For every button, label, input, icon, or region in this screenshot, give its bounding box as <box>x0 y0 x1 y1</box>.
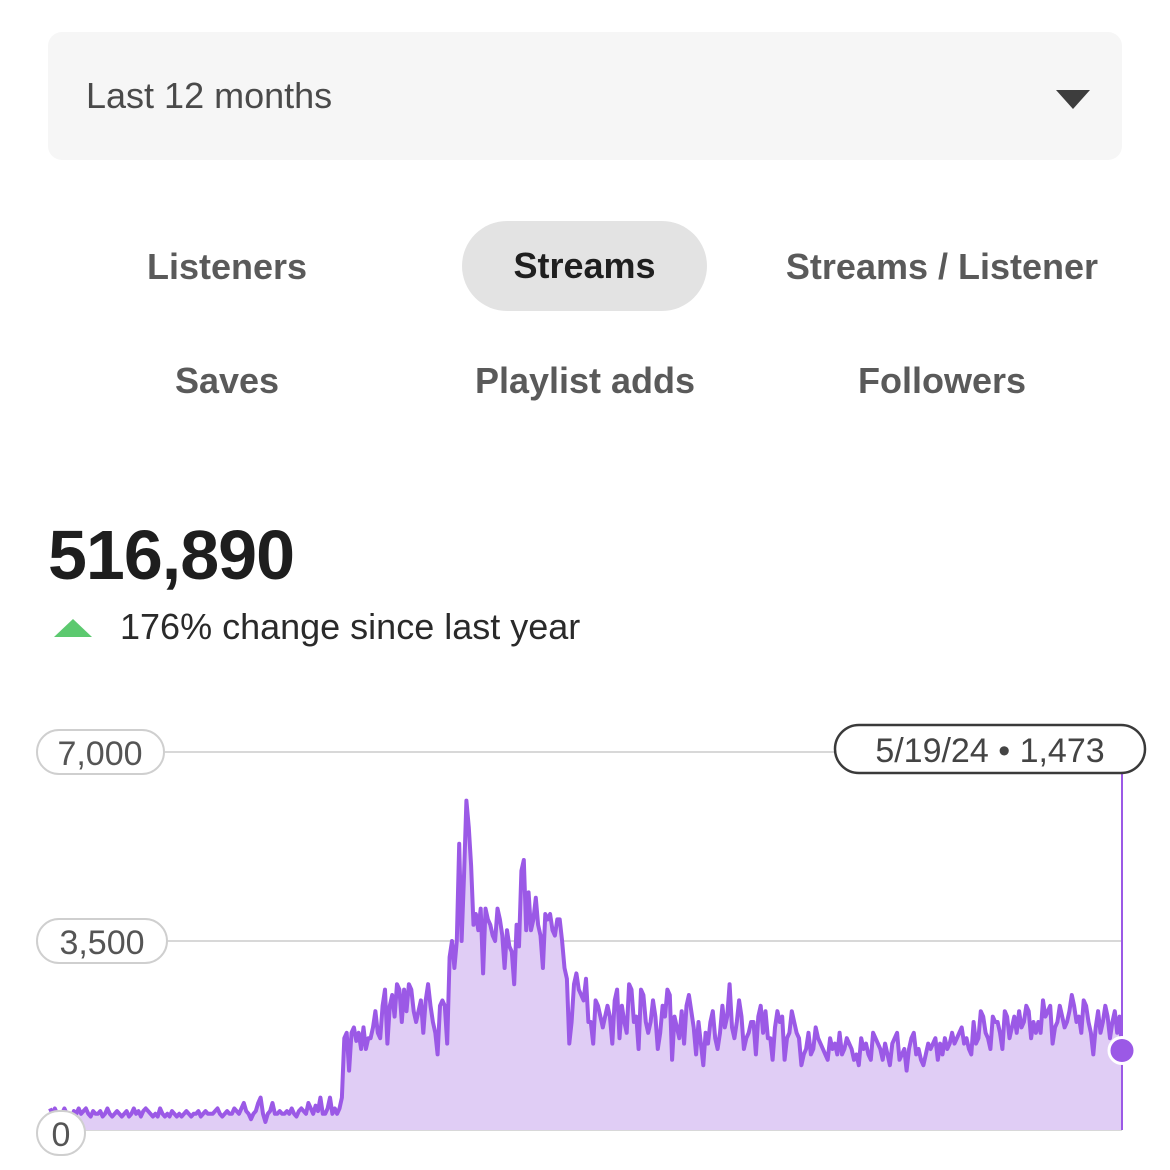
tab-label: Saves <box>174 360 280 401</box>
tab-label: Listeners <box>146 246 308 287</box>
period-select-value: Last 12 months <box>86 75 333 116</box>
tab-streams[interactable]: Streams <box>462 221 707 311</box>
tab-streams-per-listener[interactable]: Streams / Listener <box>762 222 1122 312</box>
tab-saves[interactable]: Saves <box>112 336 342 426</box>
caret-down-icon[interactable] <box>1056 90 1090 109</box>
y-tick-label: 0 <box>52 1116 71 1154</box>
tooltip-text: 5/19/24 • 1,473 <box>875 732 1104 770</box>
y-tick-label: 3,500 <box>59 924 144 962</box>
tooltip-value: 1,473 <box>1020 732 1105 770</box>
streams-line <box>48 798 1124 1124</box>
y-tick-label: 7,000 <box>57 735 142 773</box>
tab-playlist-adds[interactable]: Playlist adds <box>455 336 715 426</box>
tooltip-date: 5/19/24 <box>875 732 988 770</box>
tab-label: Streams / Listener <box>785 246 1099 287</box>
tab-label: Playlist adds <box>474 360 696 401</box>
tab-followers[interactable]: Followers <box>832 336 1052 426</box>
tooltip-separator: • <box>998 732 1010 770</box>
tab-listeners[interactable]: Listeners <box>112 222 342 312</box>
tab-label: Followers <box>857 360 1027 401</box>
up-triangle-icon <box>54 619 92 637</box>
streams-chart: 7,000 3,500 0 5/19/24 • 1,473 <box>36 723 1147 1156</box>
streams-area-fill <box>50 800 1122 1130</box>
change-text: 176% change since last year <box>120 606 581 647</box>
period-select[interactable]: Last 12 months <box>48 32 1122 160</box>
tooltip-point <box>1107 1036 1137 1065</box>
y-tick-0: 0 <box>36 1110 86 1156</box>
streams-total: 516,890 <box>48 516 295 594</box>
tab-label: Streams <box>513 245 656 286</box>
y-tick-7000: 7,000 <box>36 729 165 775</box>
tooltip-pill: 5/19/24 • 1,473 <box>833 723 1147 775</box>
y-tick-3500: 3,500 <box>36 918 168 964</box>
